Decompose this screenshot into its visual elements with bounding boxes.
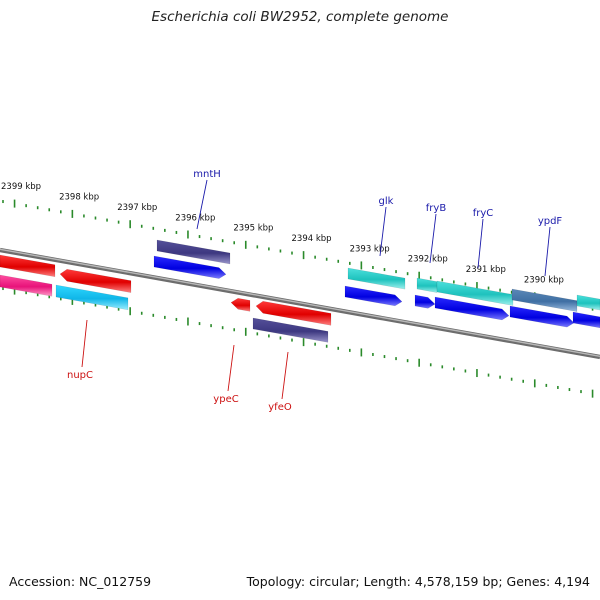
gene-features [0,239,600,343]
gene-feature [255,300,332,326]
kbp-label: 2395 kbp [233,224,273,234]
gene-feature [55,284,129,311]
gene-label: glk [379,196,394,207]
gene-feature [572,311,600,329]
annotation-labels: 2399 kbp 2398 kbp 2397 kbp 2396 kbp 2395 kbp… [1,169,564,413]
gene-feature [511,288,578,312]
kbp-label: 2394 kbp [292,234,332,244]
gene-feature [576,294,600,311]
genome-stats-text: Topology: circular; Length: 4,578,159 bp… [246,574,590,589]
genome-title: Escherichia coli BW2952, complete genome [151,9,449,25]
accession-text: Accession: NC_012759 [9,574,152,589]
gene-feature [230,297,251,312]
gene-label: yfeO [268,402,292,413]
gene-leader-line [544,226,551,277]
kbp-label: 2390 kbp [524,275,564,285]
kbp-label: 2399 kbp [1,182,41,192]
gene-label: fryB [426,203,447,214]
kbp-label: 2392 kbp [408,255,448,265]
gene-leader-line [477,218,484,269]
gene-label: nupC [67,370,93,381]
gene-feature [434,296,510,321]
gene-label: ypeC [213,394,238,405]
backbone-line-highlight [0,248,600,357]
kbp-label: 2397 kbp [117,203,157,213]
gene-feature [436,280,514,306]
gene-feature [344,285,403,307]
gene-feature [0,274,53,297]
gene-leader-line [429,213,437,264]
kbp-label: 2398 kbp [59,193,99,203]
gene-leader-line [281,351,289,400]
gene-leader-line [196,179,208,230]
gene-feature [153,255,227,279]
gene-leader-line [81,319,88,368]
gene-feature [509,305,575,328]
kbp-label: 2393 kbp [350,244,390,254]
kbp-label: 2396 kbp [175,213,215,223]
gene-feature [59,268,132,293]
gene-leader-line [379,206,387,257]
gene-label: ypdF [538,216,563,227]
gene-leader-line [227,344,235,392]
genome-backbone [0,247,600,360]
gene-label: mntH [193,169,221,180]
kbp-tick-track [2,199,594,398]
gene-feature [347,267,406,290]
gene-feature [414,294,436,309]
kbp-label: 2391 kbp [466,265,506,275]
gene-feature [156,239,231,265]
gene-feature [252,317,329,343]
gene-feature [416,277,438,293]
gene-feature [0,254,56,278]
gene-label: fryC [473,208,494,219]
